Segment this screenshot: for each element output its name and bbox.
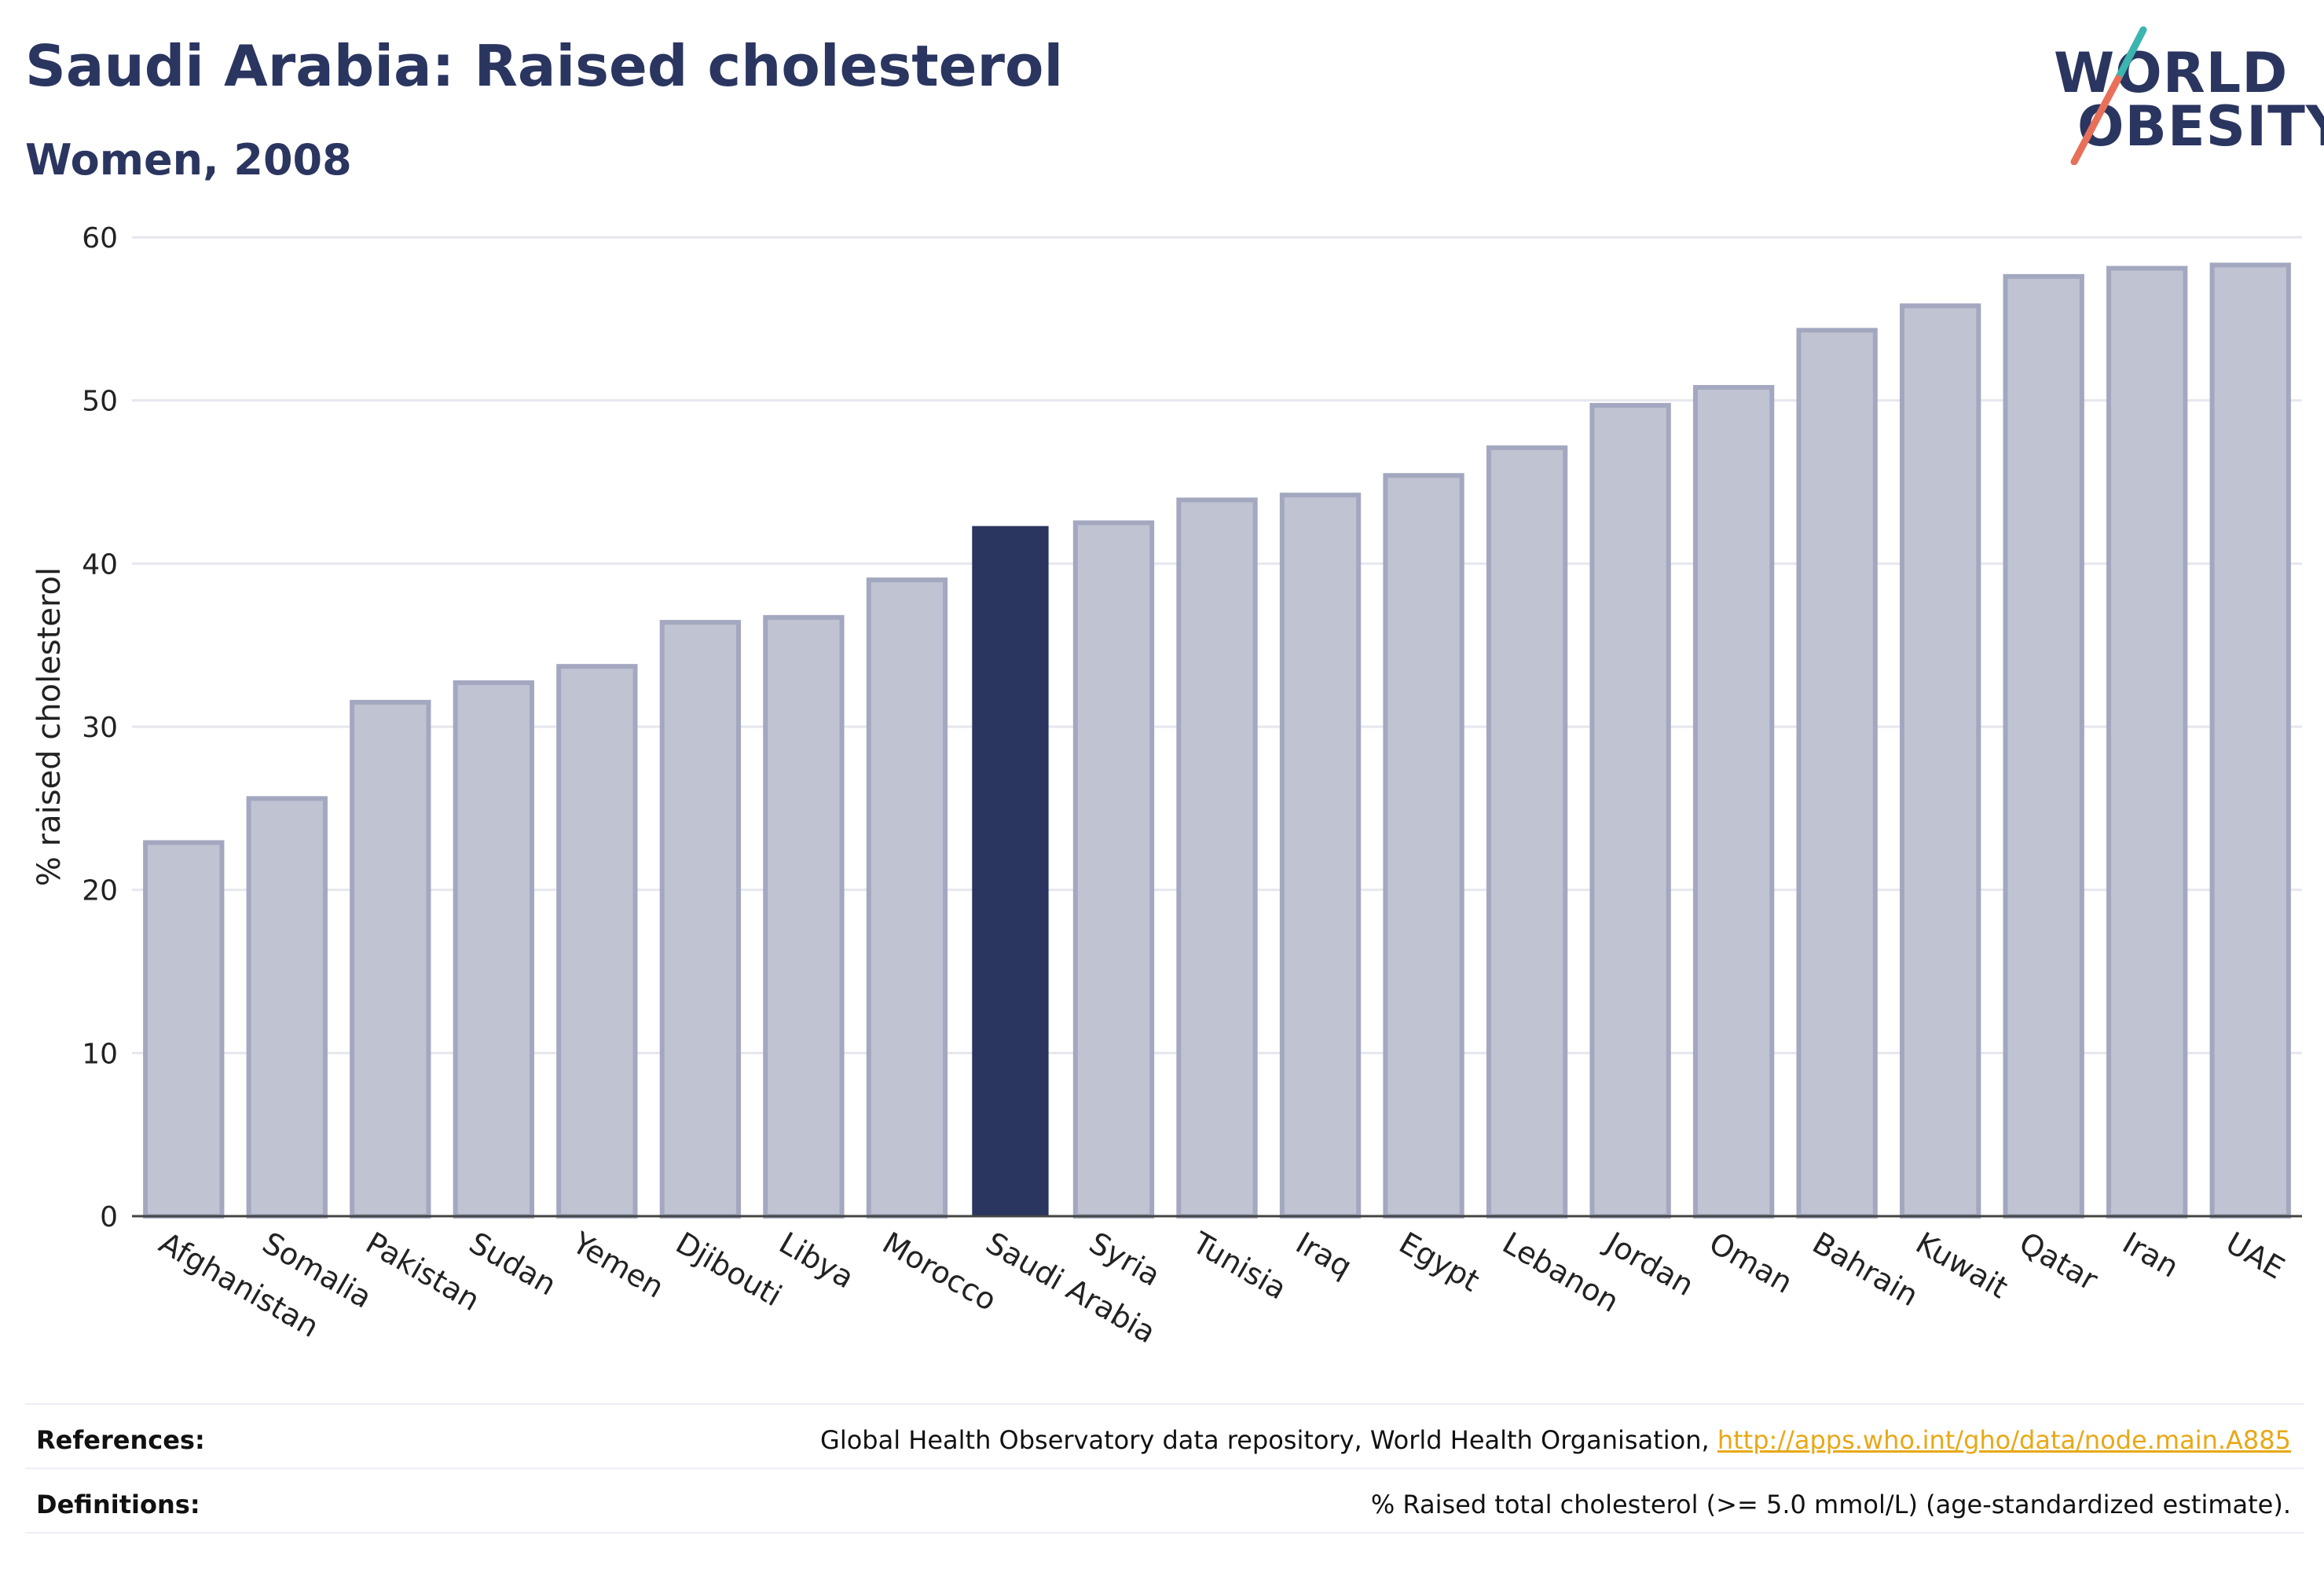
bar-libya	[763, 614, 845, 1219]
x-tick-label: Djibouti	[670, 1226, 788, 1314]
bar-sudan	[453, 680, 534, 1219]
footer-divider-middle	[25, 1468, 2304, 1469]
y-tick-label: 30	[82, 712, 118, 744]
y-tick-label: 50	[82, 386, 118, 418]
x-tick-label: UAE	[2220, 1226, 2290, 1286]
references-label: References:	[36, 1425, 205, 1455]
x-tick-label: Iran	[2117, 1226, 2184, 1285]
bar-lebanon	[1486, 445, 1568, 1219]
footer-divider-bottom	[25, 1532, 2304, 1534]
bar-afghanistan	[143, 840, 225, 1219]
references-link[interactable]: http://apps.who.int/gho/data/node.main.A…	[1717, 1425, 2291, 1455]
x-tick-label: Oman	[1703, 1226, 1798, 1300]
bar-pakistan	[350, 699, 431, 1219]
y-tick-label: 0	[100, 1201, 118, 1233]
x-tick-label: Iraq	[1290, 1226, 1358, 1285]
chart-title: Saudi Arabia: Raised cholesterol	[25, 33, 1064, 99]
footer-divider-top	[25, 1403, 2304, 1405]
logo-slash-icon	[2070, 26, 2147, 165]
bar-morocco	[866, 577, 948, 1219]
bar-oman	[1692, 385, 1775, 1219]
definitions-label: Definitions:	[36, 1490, 200, 1519]
bar-somalia	[246, 796, 328, 1219]
x-tick-label: Qatar	[2014, 1226, 2104, 1298]
y-axis-title: % raised cholesterol	[31, 567, 68, 886]
bar-yemen	[556, 664, 638, 1219]
references-text: Global Health Observatory data repositor…	[820, 1425, 2291, 1455]
x-tick-label: Pakistan	[360, 1226, 486, 1318]
x-tick-label: Kuwait	[1910, 1226, 2014, 1306]
bar-syria	[1072, 520, 1155, 1219]
definitions-text: % Raised total cholesterol (>= 5.0 mmol/…	[1370, 1490, 2291, 1519]
x-tick-label: Lebanon	[1497, 1226, 1625, 1319]
x-tick-label: Yemen	[566, 1225, 669, 1305]
bar-djibouti	[659, 620, 742, 1219]
bar-iraq	[1279, 493, 1362, 1219]
y-tick-label: 10	[82, 1038, 118, 1070]
bar-bahrain	[1796, 328, 1878, 1219]
x-tick-label: Bahrain	[1807, 1226, 1924, 1314]
x-tick-label: Egypt	[1394, 1226, 1486, 1299]
bar-saudi-arabia	[972, 526, 1049, 1216]
references-source: Global Health Observatory data repositor…	[820, 1425, 1710, 1455]
bar-uae	[2209, 262, 2291, 1219]
y-tick-label: 40	[82, 548, 118, 581]
bar-tunisia	[1176, 497, 1258, 1219]
logo-word-world: WORLD	[2054, 41, 2289, 105]
bar-egypt	[1383, 473, 1464, 1219]
y-tick-label: 20	[82, 875, 118, 907]
bar-kuwait	[1900, 303, 1981, 1219]
bar-jordan	[1589, 402, 1671, 1219]
x-tick-label: Morocco	[877, 1226, 1003, 1318]
bar-qatar	[2003, 273, 2084, 1219]
x-tick-label: Tunisia	[1186, 1225, 1292, 1307]
y-tick-label: 60	[82, 222, 118, 255]
logo-word-obesity: OBESITY	[2077, 94, 2324, 159]
world-obesity-logo: WORLD OBESITY	[2043, 24, 2324, 165]
bar-iran	[2106, 266, 2188, 1219]
chart-subtitle: Women, 2008	[25, 135, 352, 185]
